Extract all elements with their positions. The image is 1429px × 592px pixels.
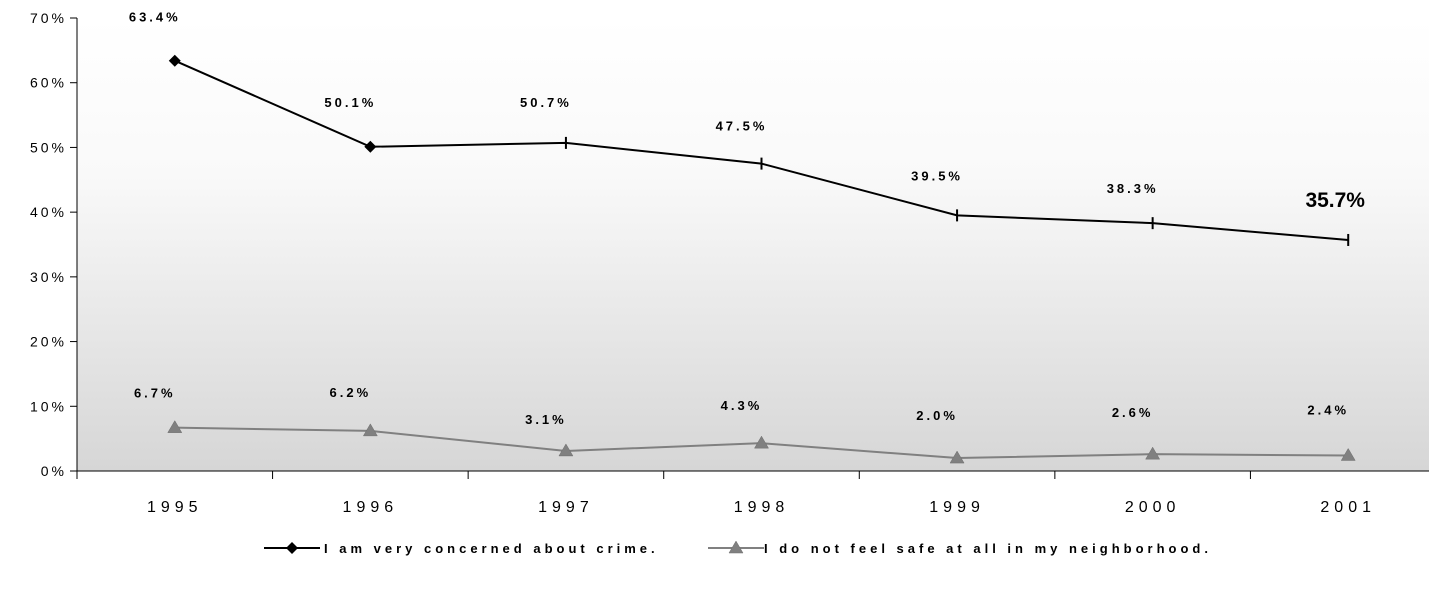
legend-marker [728, 540, 744, 554]
data-label: 6.2% [330, 385, 372, 400]
y-tick-label: 60% [30, 75, 67, 91]
data-label: 3.1% [525, 412, 567, 427]
data-point-marker [167, 420, 183, 433]
y-tick-label: 70% [30, 10, 67, 26]
x-tick-label: 1998 [734, 499, 790, 516]
legend-label: I do not feel safe at all in my neighbor… [764, 541, 1212, 556]
x-tick-label: 1997 [538, 499, 594, 516]
legend-item-1: I am very concerned about crime. [264, 541, 659, 556]
y-tick-label: 10% [30, 398, 67, 414]
data-label: 63.4% [129, 10, 181, 25]
data-label: 50.7% [520, 95, 572, 110]
data-label: 47.5% [716, 119, 768, 134]
data-point-marker [1145, 446, 1161, 460]
y-tick-label: 20% [30, 334, 67, 350]
data-label: 50.1% [324, 95, 376, 110]
data-point-marker [1340, 447, 1356, 461]
data-point-marker [364, 140, 377, 153]
data-label: 39.5% [911, 168, 963, 183]
data-label: 38.3% [1107, 181, 1159, 196]
x-tick-label: 2000 [1125, 499, 1181, 516]
x-tick-label: 1996 [343, 499, 399, 516]
y-tick-label: 40% [30, 204, 67, 220]
data-point-marker [949, 450, 965, 464]
x-tick-label: 1999 [929, 499, 985, 516]
data-point-marker [558, 443, 574, 457]
data-label: 2.6% [1112, 405, 1154, 420]
data-label: 4.3% [721, 398, 763, 413]
data-label: 35.7% [1305, 189, 1365, 212]
y-tick-label: 0% [41, 463, 67, 479]
y-tick-label: 50% [30, 139, 67, 155]
data-label: 2.0% [916, 408, 958, 423]
data-point-marker [168, 54, 181, 67]
legend-label: I am very concerned about crime. [324, 541, 659, 556]
legend-marker [286, 542, 298, 554]
data-label: 6.7% [134, 386, 176, 401]
legend-item-2: I do not feel safe at all in my neighbor… [708, 540, 1212, 556]
data-point-marker [362, 423, 378, 437]
data-point-marker [754, 435, 769, 449]
plot-area [77, 18, 1429, 471]
x-tick-label: 2001 [1320, 499, 1376, 516]
y-tick-label: 30% [30, 269, 67, 285]
data-label: 2.4% [1307, 402, 1349, 417]
x-tick-label: 1995 [147, 499, 203, 516]
